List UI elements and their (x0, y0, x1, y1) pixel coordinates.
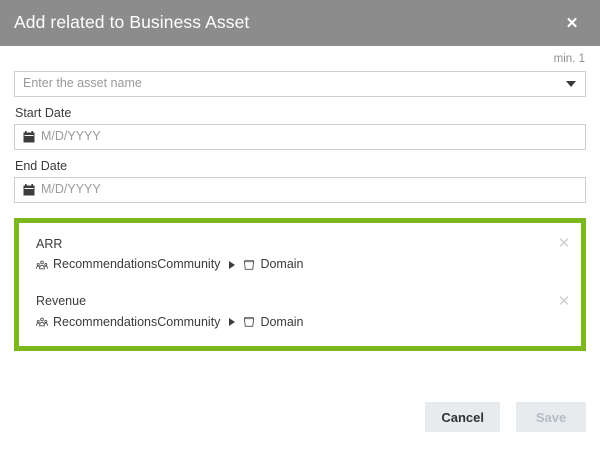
cancel-button[interactable]: Cancel (425, 402, 500, 432)
asset-name-input[interactable]: Enter the asset name (23, 77, 142, 90)
community-icon (36, 317, 48, 327)
list-item[interactable]: ARR RecommendationsCommunity (19, 233, 581, 277)
min-count-label: min. 1 (553, 53, 585, 65)
dialog-header: Add related to Business Asset ✕ (0, 0, 600, 46)
chevron-down-icon[interactable] (566, 80, 576, 87)
dialog-footer: Cancel Save (0, 402, 600, 450)
asset-name-select[interactable]: Enter the asset name (14, 70, 586, 97)
calendar-icon (23, 183, 35, 195)
breadcrumb-community: RecommendationsCommunity (53, 314, 221, 329)
remove-icon[interactable]: ✕ (557, 292, 571, 310)
breadcrumb-domain: Domain (260, 257, 304, 272)
start-date-input[interactable]: M/D/YYYY (41, 130, 101, 143)
selected-asset-name: Revenue (36, 294, 87, 309)
selected-asset-name: ARR (36, 236, 63, 251)
save-button[interactable]: Save (516, 402, 586, 432)
breadcrumb: RecommendationsCommunity Domain (36, 257, 547, 272)
end-date-input[interactable]: M/D/YYYY (41, 183, 101, 196)
chevron-right-icon (229, 318, 236, 327)
chevron-right-icon (229, 260, 236, 269)
community-icon (36, 260, 48, 269)
domain-icon (244, 259, 255, 270)
dialog-body: min. 1 Enter the asset name Start Date M… (0, 46, 600, 402)
start-date-label: Start Date (15, 105, 72, 120)
calendar-icon (23, 130, 35, 142)
page-title: Add related to Business Asset (14, 12, 250, 33)
start-date-field[interactable]: M/D/YYYY (14, 123, 586, 150)
list-item[interactable]: Revenue RecommendationsCommunity (19, 290, 581, 334)
breadcrumb-domain: Domain (260, 314, 304, 329)
breadcrumb-community: RecommendationsCommunity (53, 257, 221, 272)
selected-assets-list: ARR RecommendationsCommunity (14, 217, 586, 351)
domain-icon (244, 317, 255, 327)
remove-icon[interactable]: ✕ (557, 235, 571, 252)
end-date-label: End Date (15, 158, 68, 173)
close-icon[interactable]: ✕ (565, 14, 579, 32)
breadcrumb: RecommendationsCommunity Domain (36, 315, 547, 330)
end-date-field[interactable]: M/D/YYYY (14, 176, 586, 203)
